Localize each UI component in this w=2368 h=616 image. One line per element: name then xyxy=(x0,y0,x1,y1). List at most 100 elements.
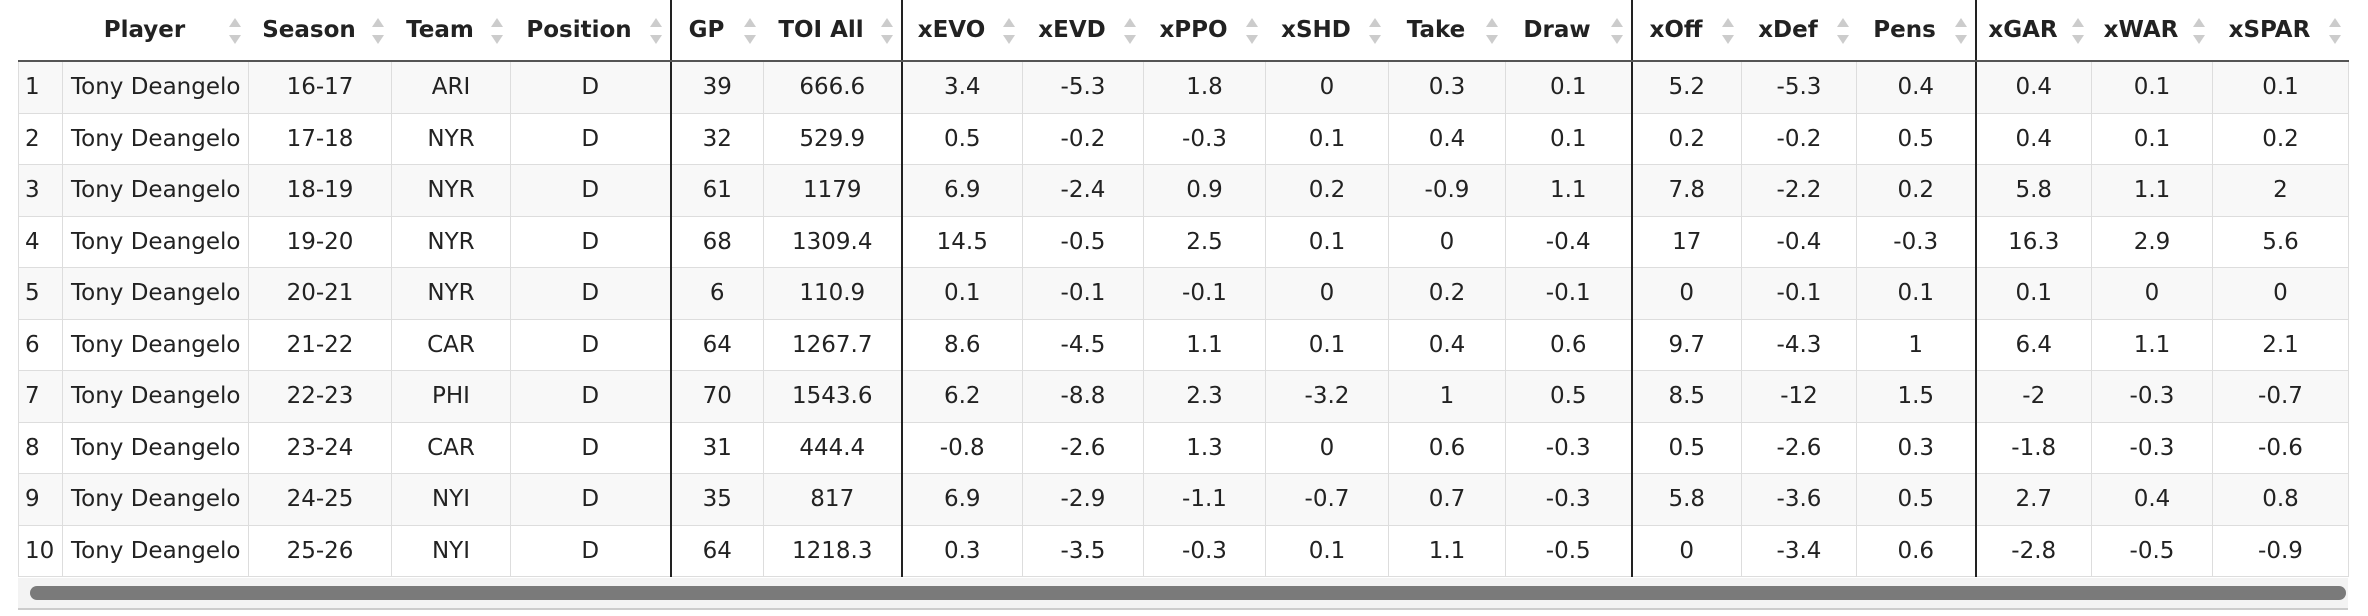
table-cell: -4.3 xyxy=(1741,318,1857,371)
table-cell: 1 xyxy=(1388,370,1506,423)
column-header[interactable]: GP xyxy=(669,0,764,62)
table-cell: 19-20 xyxy=(248,215,392,268)
sort-icon[interactable] xyxy=(2192,18,2205,44)
table-cell: 5 xyxy=(18,267,63,320)
table-body: 1 Tony Deangelo 16-17 ARI D 39 666.6 3.4 -5.3 1.8… xyxy=(18,60,2349,577)
table-cell: -8.8 xyxy=(1022,370,1144,423)
table-cell: 0 xyxy=(2212,267,2349,320)
column-header[interactable]: xWAR xyxy=(2091,0,2213,62)
table-cell: -2.4 xyxy=(1022,164,1144,217)
table-cell: 666.6 xyxy=(763,60,902,114)
table-cell: -0.1 xyxy=(1143,267,1266,320)
header-label: xGAR xyxy=(1988,17,2058,43)
table-cell: 0.1 xyxy=(1505,60,1632,114)
table-cell: 23-24 xyxy=(248,421,392,474)
table-cell: D xyxy=(510,267,671,320)
sort-icon[interactable] xyxy=(2071,18,2084,44)
table-cell: 1179 xyxy=(763,164,902,217)
table-row: 6 Tony Deangelo 21-22 CAR D 64 1267.7 8.6 -4.5 1.… xyxy=(18,318,2349,371)
sort-icon[interactable] xyxy=(1721,18,1734,44)
table-cell: 0.5 xyxy=(1630,421,1742,474)
table-row: 5 Tony Deangelo 20-21 NYR D 6 110.9 0.1 -0.1 -0.1… xyxy=(18,267,2349,320)
table-cell: 0.6 xyxy=(1505,318,1632,371)
column-header[interactable]: xOff xyxy=(1630,0,1742,62)
sort-icon[interactable] xyxy=(1002,18,1015,44)
table-cell: D xyxy=(510,473,671,526)
column-header[interactable]: Season xyxy=(248,0,392,62)
table-cell: 0.1 xyxy=(2091,60,2213,114)
column-header[interactable]: Player xyxy=(62,0,249,62)
column-header[interactable]: Draw xyxy=(1505,0,1632,62)
header-label: xPPO xyxy=(1159,17,1228,43)
sort-icon[interactable] xyxy=(649,18,662,44)
table-cell: 9.7 xyxy=(1630,318,1742,371)
sort-icon[interactable] xyxy=(1368,18,1381,44)
table-cell: 6.9 xyxy=(900,473,1023,526)
table-cell: 5.6 xyxy=(2212,215,2349,268)
table-cell: 2.5 xyxy=(1143,215,1266,268)
column-header[interactable]: Pens xyxy=(1856,0,1976,62)
table-cell: -2.6 xyxy=(1741,421,1857,474)
column-header[interactable]: xPPO xyxy=(1143,0,1266,62)
column-header[interactable]: xSPAR xyxy=(2212,0,2349,62)
table-cell: 1.8 xyxy=(1143,60,1266,114)
table-cell: 0.1 xyxy=(1265,318,1389,371)
column-header[interactable]: Position xyxy=(510,0,671,62)
column-header[interactable]: xEVO xyxy=(900,0,1023,62)
table-cell: 2 xyxy=(18,112,63,165)
sort-icon[interactable] xyxy=(1485,18,1498,44)
table-cell: -0.5 xyxy=(2091,524,2213,577)
table-cell: 1.1 xyxy=(1388,524,1506,577)
table-cell: -0.1 xyxy=(1741,267,1857,320)
table-cell: 0.2 xyxy=(1388,267,1506,320)
sort-icon[interactable] xyxy=(1245,18,1258,44)
table-cell: 0.1 xyxy=(1505,112,1632,165)
table-cell: 0.6 xyxy=(1856,524,1976,577)
table-cell: 3 xyxy=(18,164,63,217)
table-cell: -0.7 xyxy=(2212,370,2349,423)
table-cell: -2.2 xyxy=(1741,164,1857,217)
sort-icon[interactable] xyxy=(228,18,241,44)
sort-icon[interactable] xyxy=(1954,18,1967,44)
table-cell: 7.8 xyxy=(1630,164,1742,217)
table-cell: 18-19 xyxy=(248,164,392,217)
column-header[interactable]: xEVD xyxy=(1022,0,1144,62)
table-cell: 0.8 xyxy=(2212,473,2349,526)
table-cell: 0.1 xyxy=(1856,267,1976,320)
sort-icon[interactable] xyxy=(490,18,503,44)
sort-icon[interactable] xyxy=(1610,18,1623,44)
column-header[interactable]: TOI All xyxy=(763,0,902,62)
table-cell: 8.6 xyxy=(900,318,1023,371)
table-cell: -3.6 xyxy=(1741,473,1857,526)
column-header[interactable]: Team xyxy=(391,0,511,62)
column-header[interactable]: xGAR xyxy=(1974,0,2092,62)
table-cell: -0.3 xyxy=(2091,421,2213,474)
header-label: Season xyxy=(262,17,356,43)
table-row: 8 Tony Deangelo 23-24 CAR D 31 444.4 -0.8 -2.6 1.… xyxy=(18,421,2349,474)
table-cell: 0.5 xyxy=(1856,473,1976,526)
table-cell: ARI xyxy=(391,60,511,114)
table-container: Player Season Team Position GP TOI All xEVO xEV… xyxy=(18,0,2349,577)
sort-icon[interactable] xyxy=(1836,18,1849,44)
column-header[interactable]: xDef xyxy=(1741,0,1857,62)
sort-icon[interactable] xyxy=(1123,18,1136,44)
table-cell: 0.1 xyxy=(1265,215,1389,268)
column-header[interactable]: Take xyxy=(1388,0,1506,62)
sort-icon[interactable] xyxy=(743,18,756,44)
table-cell: 5.8 xyxy=(1630,473,1742,526)
header-label: xEVD xyxy=(1038,17,1106,43)
table-cell: -4.5 xyxy=(1022,318,1144,371)
scrollbar-thumb[interactable] xyxy=(30,586,2346,600)
table-cell: 39 xyxy=(669,60,764,114)
sort-icon[interactable] xyxy=(371,18,384,44)
table-cell: 6 xyxy=(18,318,63,371)
table-cell: -0.2 xyxy=(1022,112,1144,165)
stats-table: Player Season Team Position GP TOI All xEVO xEV… xyxy=(18,0,2349,577)
sort-icon[interactable] xyxy=(880,18,893,44)
table-cell: CAR xyxy=(391,318,511,371)
column-header[interactable]: xSHD xyxy=(1265,0,1389,62)
table-cell: 1267.7 xyxy=(763,318,902,371)
table-cell: -0.4 xyxy=(1505,215,1632,268)
table-cell: 20-21 xyxy=(248,267,392,320)
sort-icon[interactable] xyxy=(2328,18,2341,44)
